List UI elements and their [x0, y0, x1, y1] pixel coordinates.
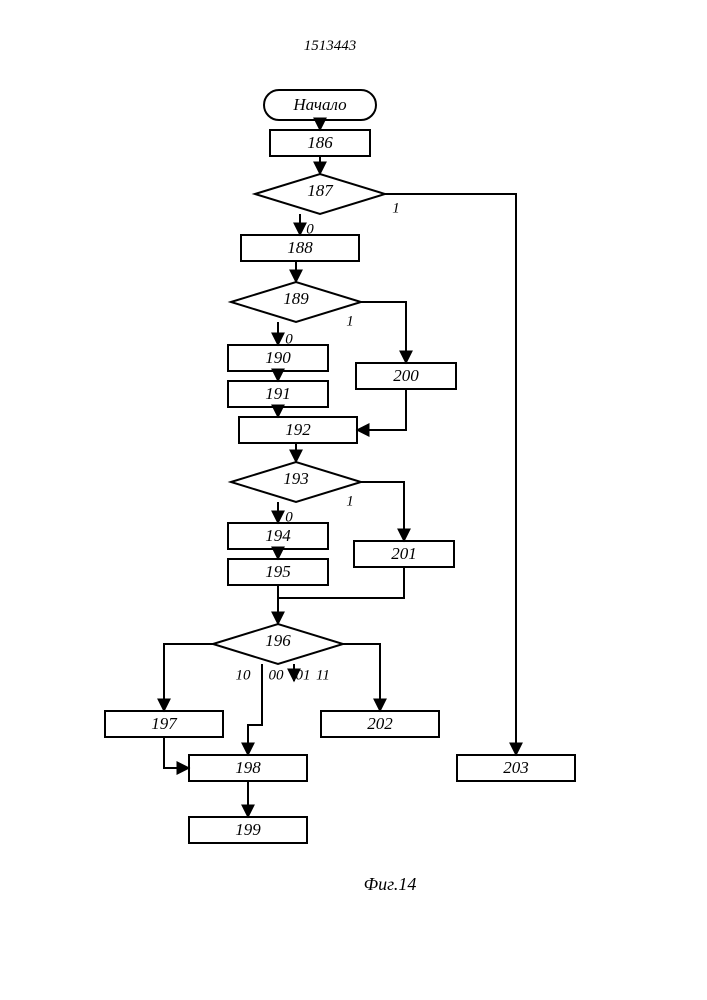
edge-label-6: 1 — [346, 313, 354, 329]
process-label-197: 197 — [151, 714, 178, 733]
process-label-186: 186 — [307, 133, 333, 152]
labels: Начало 186 188 190 191 200 192 194 195 201 197 198 2… — [151, 95, 529, 839]
process-label-195: 195 — [265, 562, 291, 581]
edge-19 — [343, 644, 380, 711]
edge-label-3: 1 — [392, 200, 400, 216]
edge-6 — [361, 302, 406, 363]
edge-3 — [385, 194, 516, 755]
process-label-199: 199 — [235, 820, 261, 839]
process-label-201: 201 — [391, 544, 417, 563]
edge-label-19: 11 — [316, 667, 330, 683]
edge-label-2: 0 — [306, 221, 314, 237]
document-number: 1513443 — [304, 38, 357, 54]
flowchart: Начало 186 188 190 191 200 192 194 195 201 197 198 2… — [0, 0, 707, 1000]
process-label-198: 198 — [235, 758, 261, 777]
decision-label-193: 193 — [283, 469, 309, 488]
edges — [164, 120, 516, 817]
edge-9 — [357, 389, 406, 430]
decision-label-196: 196 — [265, 631, 291, 650]
edge-label-16: 10 — [236, 667, 252, 683]
edge-label-18: 01 — [296, 667, 311, 683]
process-label-191: 191 — [265, 384, 291, 403]
process-label-188: 188 — [287, 238, 313, 257]
terminator-label-start: Начало — [292, 95, 346, 114]
figure-caption: Фиг.14 — [364, 874, 417, 894]
process-label-200: 200 — [393, 366, 419, 385]
decision-label-187: 187 — [307, 181, 334, 200]
process-label-203: 203 — [503, 758, 529, 777]
process-label-194: 194 — [265, 526, 291, 545]
edge-label-12: 1 — [346, 493, 354, 509]
decision-label-189: 189 — [283, 289, 309, 308]
process-label-190: 190 — [265, 348, 291, 367]
edge-12 — [361, 482, 404, 541]
edge-label-17: 00 — [269, 667, 285, 683]
edge-label-5: 0 — [285, 331, 293, 347]
edge-label-11: 0 — [285, 509, 293, 525]
process-label-202: 202 — [367, 714, 393, 733]
edge-16 — [164, 644, 213, 711]
process-label-192: 192 — [285, 420, 311, 439]
edge-14 — [278, 567, 404, 598]
edge-20 — [164, 737, 189, 768]
